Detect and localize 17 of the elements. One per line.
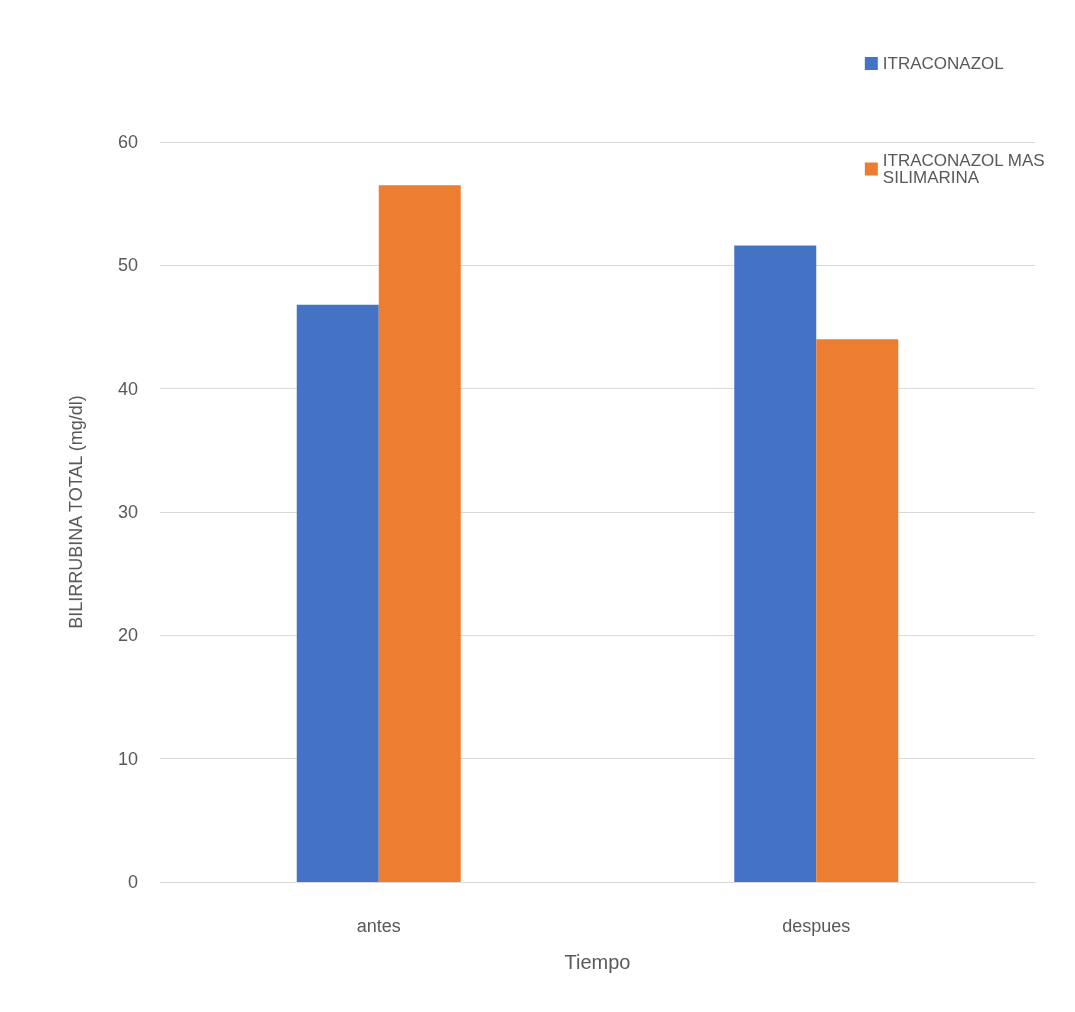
y-tick-label: 60	[117, 132, 138, 152]
x-tick-label: antes	[356, 916, 401, 936]
x-axis-title: Tiempo	[564, 951, 631, 973]
y-tick-label: 50	[117, 255, 138, 276]
y-tick-label: 0	[127, 872, 138, 892]
legend-label: ITRACONAZOL	[882, 54, 1004, 73]
y-tick-label: 30	[117, 502, 138, 522]
y-tick-label: 10	[117, 748, 138, 769]
x-tick-label: despues	[782, 916, 851, 936]
bar	[816, 339, 899, 882]
legend-label: ITRACONAZOL MAS SILIMARINA	[882, 151, 1050, 187]
y-tick-label: 20	[117, 625, 138, 646]
y-tick-label: 40	[117, 378, 138, 399]
y-axis-title: BILIRRUBINA TOTAL (mg/dl)	[66, 395, 86, 629]
bar	[378, 185, 461, 882]
bar	[296, 304, 379, 882]
bar	[734, 245, 817, 882]
